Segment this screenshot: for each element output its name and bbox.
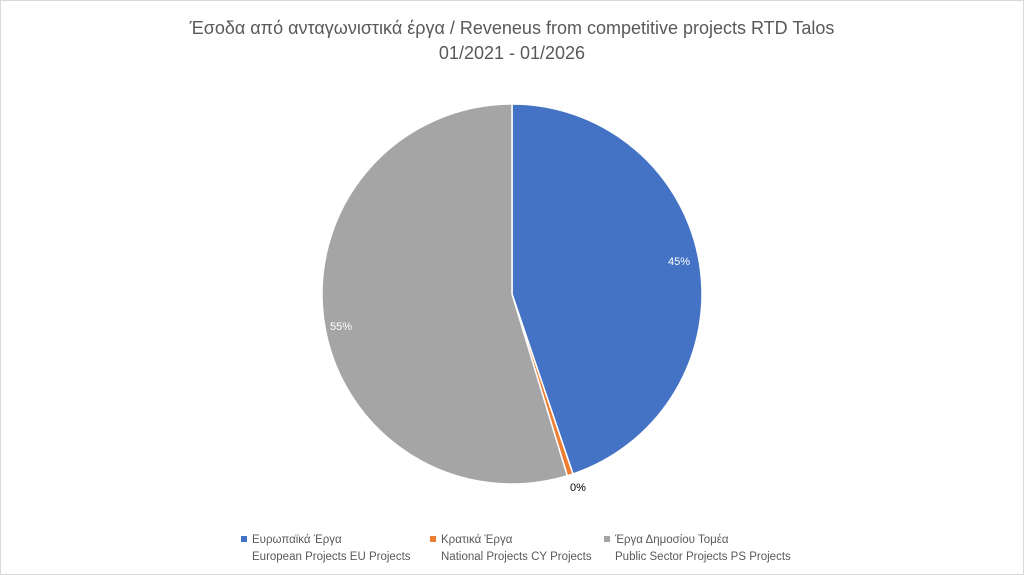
- data-label: 0%: [570, 482, 586, 494]
- pie-slice: [511, 103, 703, 475]
- legend-item-eu: Ευρωπαϊκά Έργα European Projects EU Proj…: [241, 532, 411, 566]
- chart-subtitle: 01/2021 - 01/2026: [438, 43, 586, 63]
- legend-item-ps: Έργα Δημοσίου Τομέα Public Sector Projec…: [604, 532, 791, 566]
- legend-label: Ευρωπαϊκά Έργα: [252, 534, 342, 546]
- legend-label: Κρατικά Έργα: [441, 534, 513, 546]
- legend-swatch: [241, 535, 247, 542]
- legend-label: Έργα Δημοσίου Τομέα: [615, 534, 729, 546]
- legend-label-secondary: Public Sector Projects PS Projects: [615, 551, 791, 563]
- chart-title: Έσοδα από ανταγωνιστικά έργα / Reveneus …: [189, 18, 835, 38]
- pie-slice: [321, 103, 569, 485]
- data-label: 55%: [330, 321, 352, 333]
- data-label: 45%: [668, 256, 690, 268]
- legend-swatch: [430, 535, 436, 542]
- legend-label-secondary: European Projects EU Projects: [252, 551, 411, 563]
- legend-item-cy: Κρατικά Έργα National Projects CY Projec…: [430, 532, 592, 566]
- legend-label-secondary: National Projects CY Projects: [441, 551, 592, 563]
- legend-swatch: [604, 535, 610, 542]
